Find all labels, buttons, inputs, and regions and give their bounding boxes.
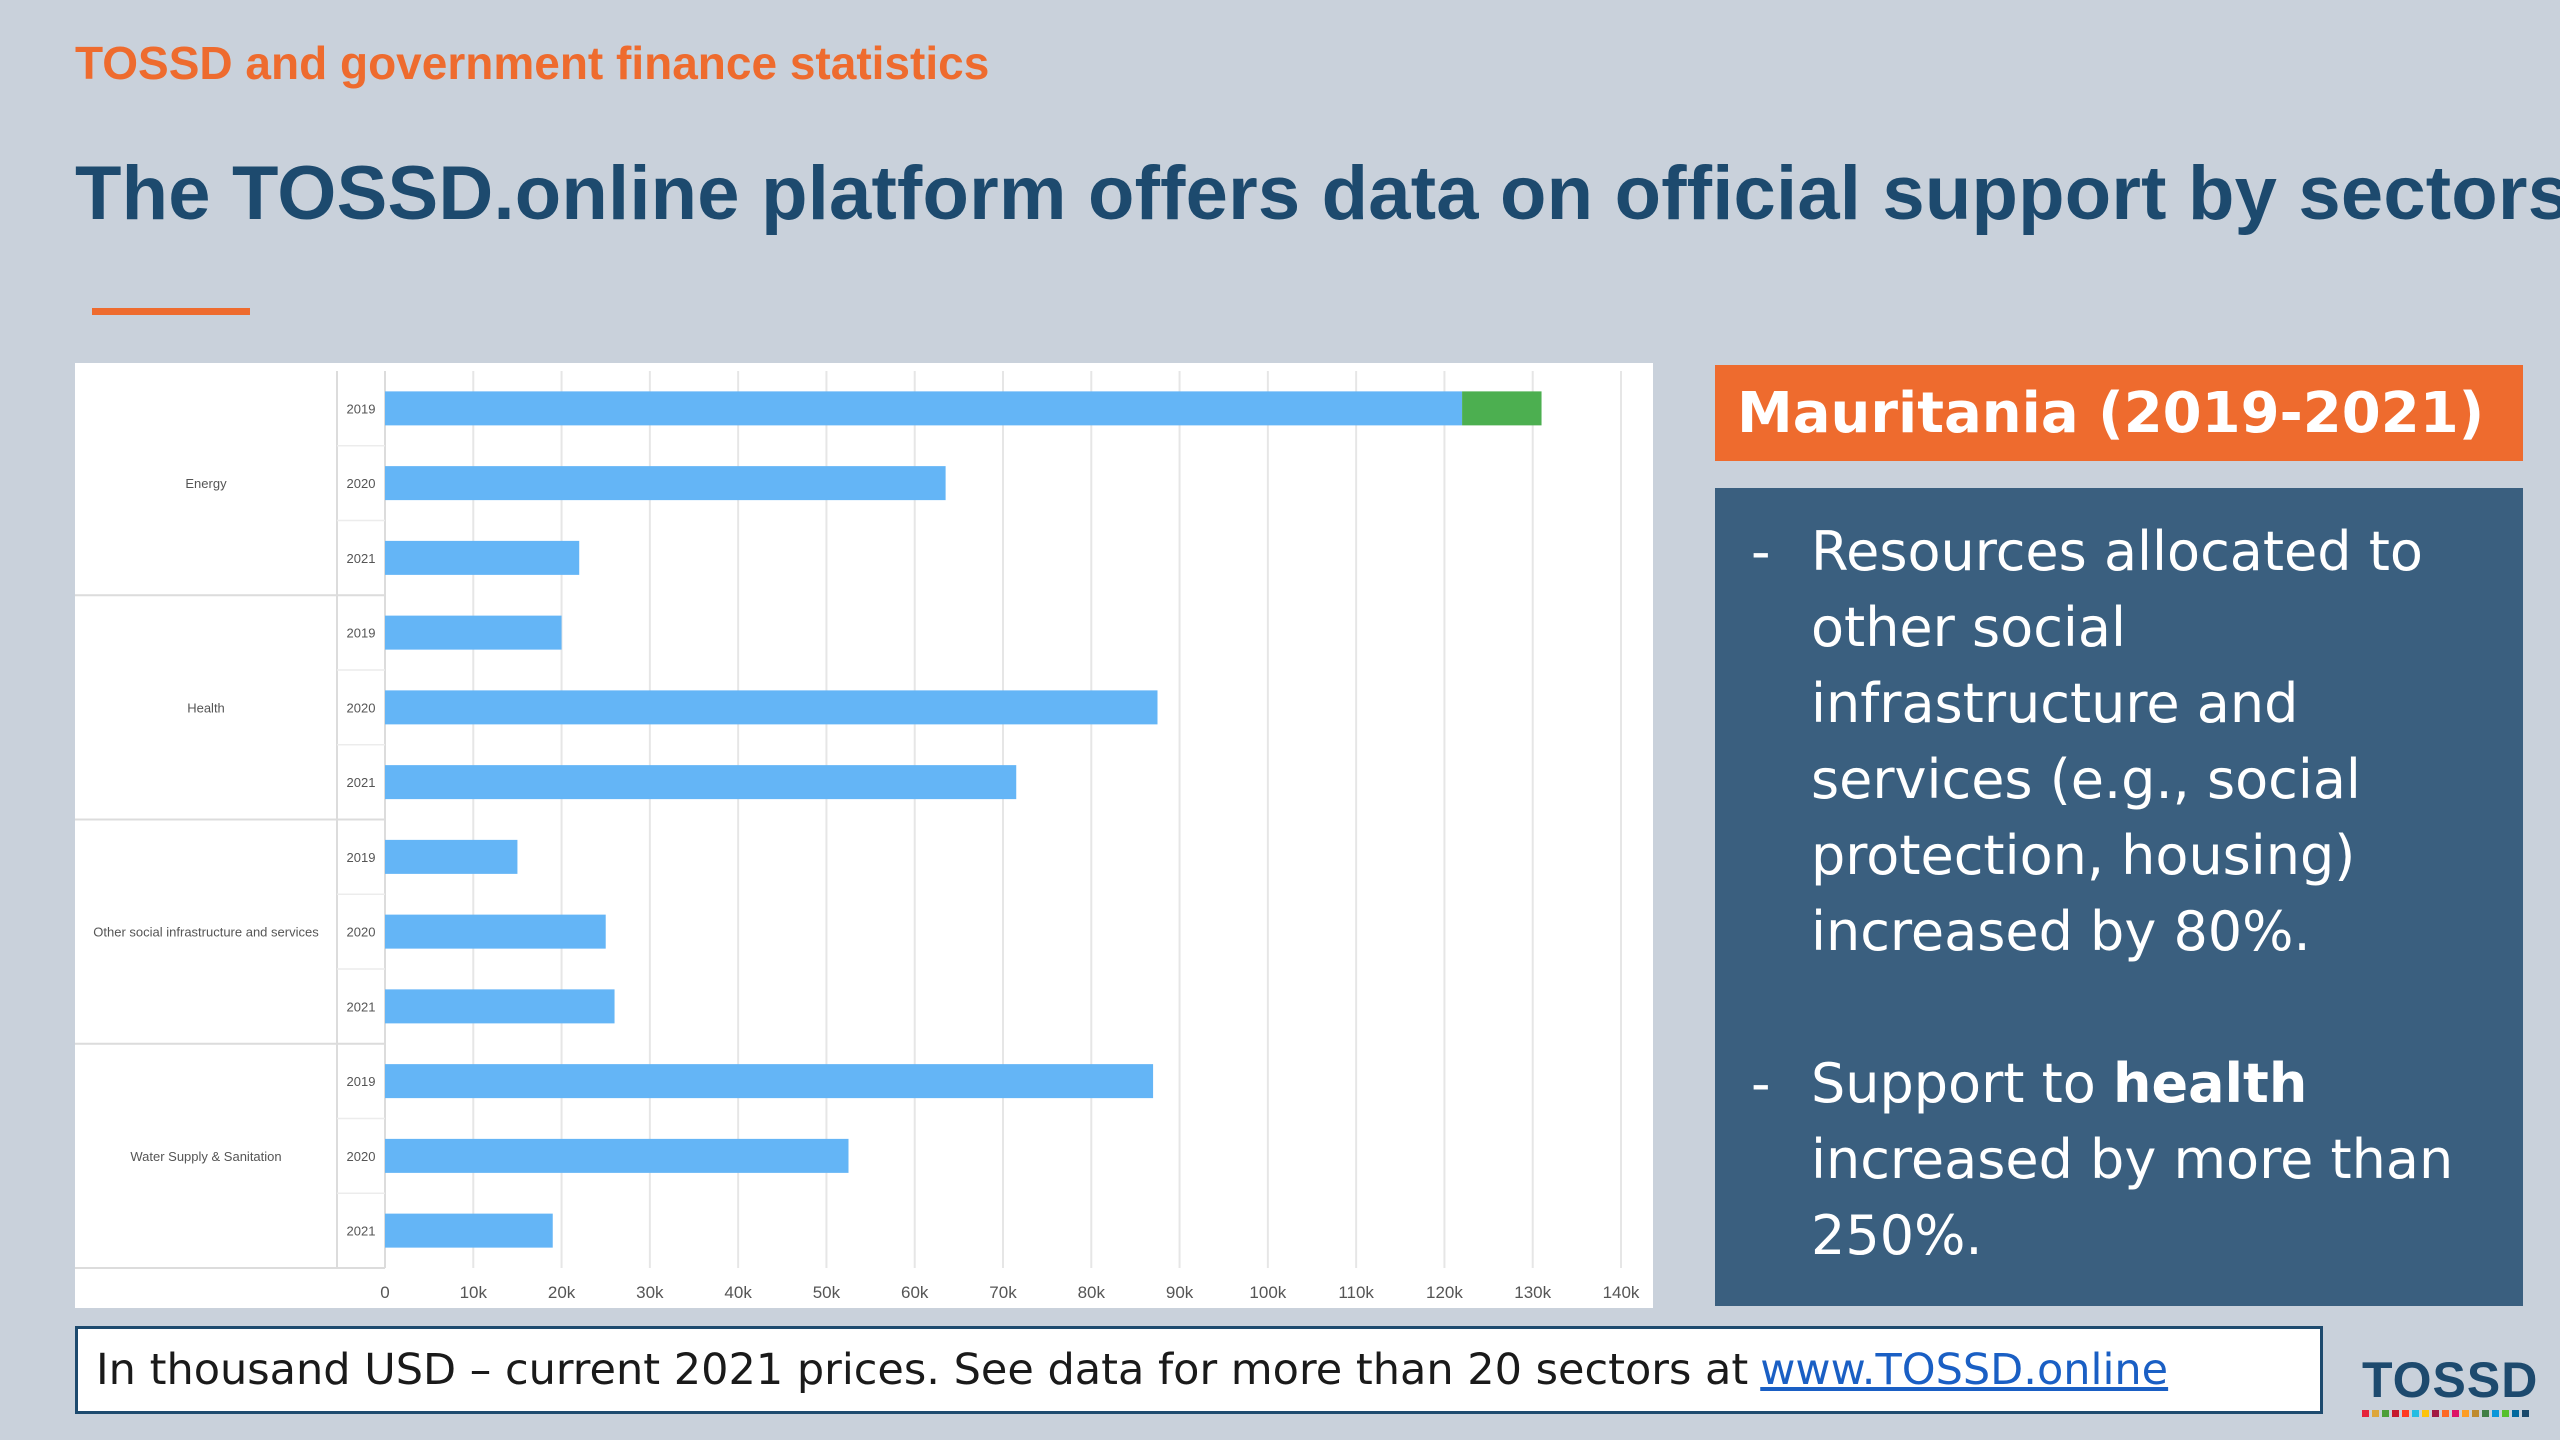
bar — [385, 466, 946, 501]
logo-dots — [2362, 1410, 2534, 1417]
year-label: 2021 — [347, 775, 376, 790]
logo-dot — [2392, 1410, 2399, 1417]
year-label: 2019 — [347, 401, 376, 416]
x-tick-label: 130k — [1514, 1283, 1551, 1302]
bar — [385, 914, 606, 949]
x-tick-label: 110k — [1338, 1283, 1374, 1302]
logo-dot — [2412, 1410, 2419, 1417]
year-label: 2021 — [347, 1224, 376, 1239]
slide-kicker: TOSSD and government finance statistics — [75, 37, 990, 89]
year-label: 2020 — [347, 476, 376, 491]
sector-bar-chart: 0 10k 20k 30k 40k 50k 60k 70k 80k 90k 100k 110k 120k… — [75, 363, 1653, 1308]
tossd-online-link[interactable]: www.TOSSD.online — [1760, 1345, 2169, 1395]
bullet-run: Resources allocated to other social infr… — [1811, 520, 2423, 963]
bullet-run: Support to — [1811, 1052, 2114, 1115]
info-header: Mauritania (2019-2021) — [1715, 365, 2523, 461]
logo-dot — [2502, 1410, 2509, 1417]
bullet-dash: - — [1751, 520, 1771, 583]
x-tick-label: 60k — [901, 1283, 929, 1302]
x-tick-label: 40k — [724, 1283, 752, 1302]
year-label: 2019 — [347, 850, 376, 865]
x-tick-label: 50k — [813, 1283, 841, 1302]
bar-segment — [1462, 391, 1542, 426]
logo-dot — [2522, 1410, 2529, 1417]
year-label: 2020 — [347, 700, 376, 715]
bar — [385, 765, 1017, 800]
logo-dot — [2362, 1410, 2369, 1417]
x-tick-label: 120k — [1426, 1283, 1463, 1302]
bullet-dash: - — [1751, 1052, 1771, 1115]
bar — [385, 690, 1158, 725]
info-bullet: - Support to health increased by more tha… — [1735, 1046, 2503, 1274]
logo-dot — [2372, 1410, 2379, 1417]
x-tick-label: 20k — [548, 1283, 576, 1302]
group-label: Health — [187, 700, 225, 715]
year-label: 2021 — [347, 999, 376, 1014]
footnote-text: In thousand USD – current 2021 prices. S… — [96, 1345, 1749, 1395]
x-tick-label: 90k — [1166, 1283, 1194, 1302]
x-tick-label: 30k — [636, 1283, 664, 1302]
chart-svg: 0 10k 20k 30k 40k 50k 60k 70k 80k 90k 100k 110k 120k… — [75, 371, 1640, 1302]
logo-dot — [2462, 1410, 2469, 1417]
year-label: 2019 — [347, 626, 376, 641]
bar — [385, 615, 562, 650]
x-tick-label: 0 — [380, 1283, 389, 1302]
footnote-box: In thousand USD – current 2021 prices. S… — [75, 1326, 2323, 1414]
x-tick-label: 140k — [1603, 1283, 1640, 1302]
year-label: 2021 — [347, 551, 376, 566]
x-tick-label: 80k — [1078, 1283, 1106, 1302]
info-body: - Resources allocated to other social inf… — [1715, 488, 2523, 1306]
logo-dot — [2422, 1410, 2429, 1417]
bar — [385, 391, 1463, 426]
bullet-text: Support to health increased by more than… — [1811, 1046, 2503, 1274]
tossd-logo: TOSSD — [2362, 1352, 2539, 1417]
year-label: 2019 — [347, 1074, 376, 1089]
logo-dot — [2452, 1410, 2459, 1417]
title-accent-line — [92, 308, 250, 315]
year-label: 2020 — [347, 1149, 376, 1164]
bar — [385, 1064, 1154, 1099]
bar — [385, 1213, 553, 1248]
bar — [385, 839, 518, 874]
x-tick-label: 100k — [1249, 1283, 1286, 1302]
logo-dot — [2382, 1410, 2389, 1417]
logo-dot — [2402, 1410, 2409, 1417]
group-label: Other social infrastructure and services — [93, 925, 319, 940]
info-bullet: - Resources allocated to other social inf… — [1735, 514, 2503, 970]
logo-dot — [2482, 1410, 2489, 1417]
bar — [385, 1138, 849, 1173]
logo-dot — [2492, 1410, 2499, 1417]
group-label: Energy — [185, 476, 227, 491]
bullet-emphasis: health — [2113, 1052, 2308, 1115]
bar — [385, 540, 580, 575]
logo-dot — [2432, 1410, 2439, 1417]
x-tick-label: 70k — [989, 1283, 1017, 1302]
slide-title: The TOSSD.online platform offers data on… — [75, 151, 2560, 236]
bullet-run: increased by more than 250%. — [1811, 1128, 2454, 1267]
logo-dot — [2472, 1410, 2479, 1417]
x-tick-label: 10k — [460, 1283, 488, 1302]
bar — [385, 989, 615, 1024]
logo-dot — [2442, 1410, 2449, 1417]
year-label: 2020 — [347, 925, 376, 940]
logo-text: TOSSD — [2362, 1352, 2539, 1408]
logo-dot — [2512, 1410, 2519, 1417]
bullet-text: Resources allocated to other social infr… — [1811, 514, 2503, 970]
group-label: Water Supply & Sanitation — [130, 1149, 281, 1164]
